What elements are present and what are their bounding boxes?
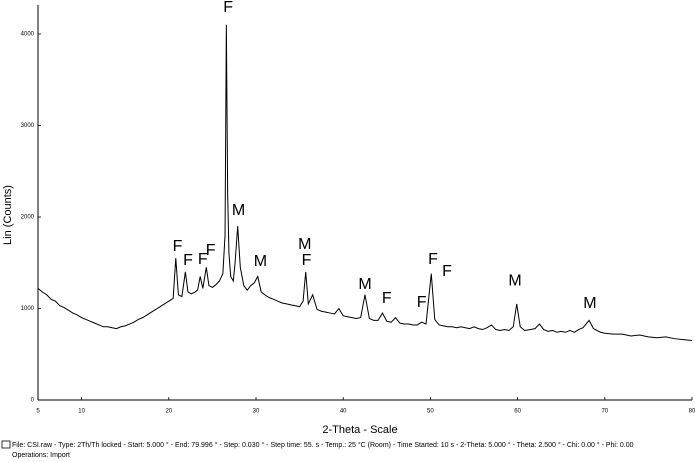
peak-label: F [382, 290, 392, 307]
x-tick-label: 20 [165, 409, 172, 415]
x-tick-label: 30 [253, 409, 260, 415]
x-axis-label: 2-Theta - Scale [322, 424, 397, 436]
peak-label: F [428, 251, 438, 268]
peak-label: M [508, 272, 521, 289]
y-tick-label: 0 [31, 398, 35, 404]
y-axis-label: Lin (Counts) [2, 185, 14, 245]
peak-label: F [173, 238, 183, 255]
x-tick-label: 50 [427, 409, 434, 415]
peak-label: M [254, 253, 267, 270]
y-tick-label: 2000 [21, 215, 35, 221]
peak-label: F [442, 263, 452, 280]
y-tick-label: 3000 [21, 123, 35, 129]
footer-line: File: CSI.raw - Type: 2Th/Th locked - St… [12, 441, 634, 449]
file-icon [1, 440, 11, 449]
x-tick-label: 60 [514, 409, 521, 415]
footer-line: Operations: Import [12, 452, 70, 459]
x-tick-label: 10 [78, 409, 85, 415]
y-tick-label: 4000 [21, 32, 35, 38]
peak-label: F [183, 252, 193, 269]
x-tick-label: 70 [601, 409, 608, 415]
peak-label: M [583, 295, 596, 312]
x-tick-label: 80 [689, 409, 695, 415]
peak-label: M [232, 202, 245, 219]
y-tick-label: 1000 [21, 306, 35, 312]
pattern-line [37, 24, 693, 342]
peak-label: F [198, 251, 208, 268]
peak-label: F [223, 0, 233, 16]
peak-label: M [358, 276, 371, 293]
peak-label: F [417, 294, 427, 311]
x-tick-label: 5 [36, 409, 40, 415]
peak-label: F [206, 242, 216, 259]
peak-label: M [298, 236, 311, 253]
x-tick-label: 40 [340, 409, 347, 415]
peak-label: F [302, 252, 312, 269]
